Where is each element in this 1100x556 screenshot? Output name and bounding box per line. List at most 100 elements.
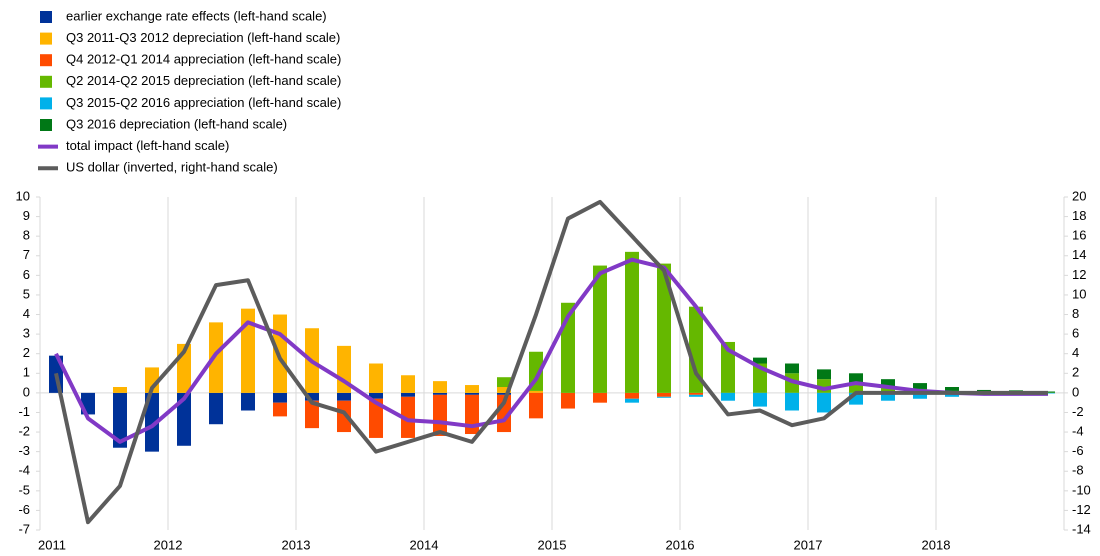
bar	[721, 341, 735, 393]
y-tick-label: 2	[23, 345, 30, 360]
y2-tick-label: 10	[1072, 286, 1086, 301]
legend-label: Q4 2012-Q1 2014 appreciation (left-hand …	[66, 52, 341, 67]
line	[54, 199, 1048, 525]
legend-label: US dollar (inverted, right-hand scale)	[66, 160, 278, 175]
x-tick-label: 2017	[794, 537, 823, 552]
bar	[561, 392, 575, 409]
y2-tick-label: 16	[1072, 228, 1086, 243]
bar	[721, 392, 735, 401]
bar	[145, 392, 159, 452]
bar	[113, 392, 127, 448]
bar	[593, 392, 607, 403]
bar	[177, 392, 191, 446]
y2-tick-label: -14	[1072, 521, 1091, 536]
bar	[753, 357, 767, 364]
y-tick-label: -2	[18, 423, 30, 438]
bar	[241, 392, 255, 411]
bar	[241, 308, 255, 393]
legend-label: Q3 2016 depreciation (left-hand scale)	[66, 116, 287, 131]
bar	[657, 263, 671, 393]
bar	[465, 392, 479, 395]
y-tick-label: 8	[23, 228, 30, 243]
y-tick-label: 5	[23, 286, 30, 301]
y-tick-label: -7	[18, 521, 30, 536]
y-tick-label: -4	[18, 463, 30, 478]
bar	[689, 392, 703, 395]
bar	[753, 392, 767, 407]
y2-tick-label: 18	[1072, 208, 1086, 223]
bar	[497, 377, 511, 388]
legend-label: Q3 2011-Q3 2012 depreciation (left-hand …	[66, 30, 340, 45]
bar	[817, 392, 831, 413]
bar	[849, 373, 863, 384]
legend-swatch	[40, 97, 52, 110]
bar	[433, 394, 447, 436]
bar	[401, 392, 415, 397]
bar	[625, 398, 639, 403]
bar	[625, 392, 639, 399]
bar	[913, 383, 927, 389]
y-tick-label: -6	[18, 502, 30, 517]
y2-tick-label: -10	[1072, 482, 1091, 497]
line	[54, 257, 1048, 444]
y-tick-label: 9	[23, 208, 30, 223]
bar	[817, 369, 831, 380]
bar	[881, 392, 895, 401]
y2-tick-label: 2	[1072, 365, 1079, 380]
legend-label: earlier exchange rate effects (left-hand…	[66, 8, 327, 23]
bar	[625, 251, 639, 393]
bar	[689, 394, 703, 397]
y2-tick-label: -6	[1072, 443, 1084, 458]
y2-tick-label: -12	[1072, 502, 1091, 517]
bar	[529, 392, 543, 419]
bar	[881, 379, 895, 388]
y2-tick-label: 0	[1072, 384, 1079, 399]
y2-tick-label: 8	[1072, 306, 1079, 321]
y2-tick-label: -8	[1072, 463, 1084, 478]
y-tick-label: -1	[18, 404, 30, 419]
labels: -7-6-5-4-3-2-1012345678910-14-12-10-8-6-…	[16, 188, 1091, 552]
bar	[209, 322, 223, 393]
bar	[401, 375, 415, 393]
bar	[433, 392, 447, 395]
legend-label: total impact (left-hand scale)	[66, 138, 229, 153]
y-tick-label: 3	[23, 326, 30, 341]
bar	[497, 392, 511, 395]
x-tick-label: 2014	[410, 537, 439, 552]
y2-tick-label: -4	[1072, 423, 1084, 438]
bar	[849, 392, 863, 405]
bar	[369, 392, 383, 399]
y2-tick-label: 4	[1072, 345, 1079, 360]
bar	[657, 396, 671, 398]
y2-tick-label: 14	[1072, 247, 1086, 262]
bar	[369, 363, 383, 393]
bar	[849, 383, 863, 393]
bar	[305, 400, 319, 429]
legend-swatch	[40, 54, 52, 67]
y-tick-label: -3	[18, 443, 30, 458]
y-tick-label: 0	[23, 384, 30, 399]
bar	[113, 387, 127, 393]
legend-label: Q3 2015-Q2 2016 appreciation (left-hand …	[66, 95, 341, 110]
y2-tick-label: 12	[1072, 267, 1086, 282]
x-tick-label: 2015	[538, 537, 567, 552]
bar	[593, 265, 607, 393]
bar	[273, 392, 287, 403]
bar	[913, 392, 927, 399]
bar	[369, 398, 383, 438]
x-tick-label: 2018	[922, 537, 951, 552]
bar	[785, 392, 799, 411]
y2-tick-label: -2	[1072, 404, 1084, 419]
x-tick-label: 2013	[282, 537, 311, 552]
y-tick-label: -5	[18, 482, 30, 497]
bars	[49, 251, 1055, 452]
x-tick-label: 2012	[154, 537, 183, 552]
legend-swatch	[40, 75, 52, 88]
y-tick-label: 4	[23, 306, 30, 321]
bar	[785, 363, 799, 374]
x-tick-label: 2011	[38, 537, 66, 552]
x-tick-label: 2016	[666, 537, 695, 552]
bar	[945, 387, 959, 391]
legend-swatch	[40, 11, 52, 23]
y-tick-label: 6	[23, 267, 30, 282]
